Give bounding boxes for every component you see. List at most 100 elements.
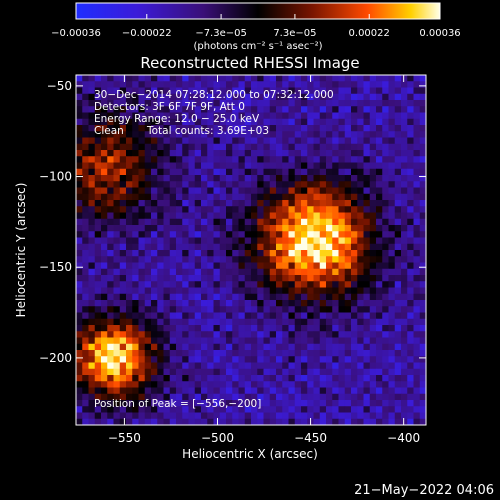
heatmap-cell	[413, 337, 421, 345]
heatmap-cell	[107, 293, 114, 301]
annotation-detectors: Detectors: 3F 6F 7F 9F, Att 0	[94, 101, 245, 113]
heatmap-cell	[94, 125, 102, 132]
heatmap-cell	[363, 206, 371, 213]
heatmap-cell	[282, 150, 289, 157]
heatmap-cell	[419, 387, 427, 395]
heatmap-cell	[213, 293, 221, 301]
heatmap-cell	[263, 218, 271, 226]
heatmap-cell	[394, 275, 402, 282]
heatmap-cell	[163, 218, 171, 226]
heatmap-cell	[101, 343, 108, 351]
heatmap-cell	[132, 143, 139, 151]
heatmap-cell	[269, 168, 277, 176]
heatmap-cell	[219, 243, 227, 251]
heatmap-cell	[244, 225, 252, 232]
heatmap-cell	[376, 100, 383, 107]
heatmap-cell	[326, 337, 333, 345]
heatmap-cell	[332, 293, 339, 301]
heatmap-cell	[113, 400, 121, 407]
heatmap-cell	[394, 331, 402, 338]
heatmap-cell	[382, 168, 389, 176]
heatmap-cell	[132, 206, 139, 213]
heatmap-cell	[82, 293, 89, 301]
heatmap-cell	[326, 275, 333, 282]
heatmap-cell	[419, 287, 427, 295]
heatmap-cell	[188, 287, 196, 295]
heatmap-cell	[182, 318, 189, 326]
heatmap-cell	[257, 318, 264, 326]
heatmap-cell	[282, 175, 289, 182]
heatmap-cell	[294, 175, 302, 182]
heatmap-cell	[238, 181, 246, 188]
heatmap-cell	[269, 156, 277, 163]
heatmap-cell	[213, 318, 221, 326]
heatmap-cell	[319, 306, 327, 313]
heatmap-cell	[401, 406, 408, 413]
heatmap-cell	[182, 200, 189, 207]
heatmap-cell	[363, 337, 371, 345]
heatmap-cell	[169, 256, 177, 263]
heatmap-cell	[338, 375, 346, 382]
heatmap-cell	[301, 193, 308, 201]
heatmap-cell	[376, 300, 383, 307]
heatmap-cell	[376, 125, 383, 132]
heatmap-cell	[301, 187, 308, 195]
heatmap-cell	[176, 375, 183, 382]
heatmap-cell	[251, 406, 258, 413]
heatmap-cell	[101, 181, 108, 188]
heatmap-cell	[226, 87, 233, 95]
heatmap-cell	[82, 400, 89, 407]
heatmap-cell	[101, 125, 108, 132]
heatmap-cell	[207, 362, 214, 370]
heatmap-cell	[76, 131, 83, 138]
heatmap-cell	[188, 356, 196, 363]
heatmap-cell	[269, 112, 277, 120]
heatmap-cell	[257, 231, 264, 238]
heatmap-cell	[207, 343, 214, 351]
heatmap-cell	[151, 393, 158, 401]
heatmap-cell	[188, 300, 196, 307]
heatmap-cell	[282, 362, 289, 370]
heatmap-cell	[382, 293, 389, 301]
heatmap-cell	[151, 150, 158, 157]
heatmap-cell	[319, 75, 327, 82]
heatmap-cell	[163, 162, 171, 170]
heatmap-cell	[326, 218, 333, 226]
heatmap-cell	[326, 393, 333, 401]
heatmap-cell	[307, 175, 314, 182]
heatmap-cell	[319, 218, 327, 226]
heatmap-cell	[244, 275, 252, 282]
heatmap-cell	[276, 337, 283, 345]
heatmap-cell	[251, 156, 258, 163]
heatmap-cell	[363, 106, 371, 113]
heatmap-cell	[201, 193, 208, 201]
heatmap-cell	[76, 381, 83, 388]
annotation-method: Clean	[94, 125, 124, 137]
heatmap-cell	[263, 356, 271, 363]
heatmap-cell	[107, 168, 114, 176]
heatmap-cell	[276, 343, 283, 351]
heatmap-cell	[232, 175, 239, 182]
heatmap-cell	[169, 393, 177, 401]
heatmap-cell	[201, 143, 208, 151]
heatmap-cell	[294, 287, 302, 295]
heatmap-cell	[76, 112, 83, 120]
heatmap-cell	[157, 143, 164, 151]
heatmap-cell	[188, 187, 196, 195]
heatmap-cell	[188, 237, 196, 245]
heatmap-cell	[407, 137, 414, 145]
heatmap-cell	[238, 300, 246, 307]
heatmap-cell	[101, 156, 108, 163]
heatmap-cell	[119, 218, 127, 226]
heatmap-cell	[163, 156, 171, 163]
heatmap-cell	[251, 331, 258, 338]
heatmap-cell	[413, 281, 421, 288]
heatmap-cell	[82, 112, 89, 120]
heatmap-cell	[207, 225, 214, 232]
heatmap-cell	[419, 412, 427, 420]
heatmap-cell	[119, 256, 127, 263]
heatmap-cell	[163, 375, 171, 382]
heatmap-cell	[413, 231, 421, 238]
heatmap-cell	[263, 406, 271, 413]
y-tick-label: −200	[39, 351, 72, 365]
